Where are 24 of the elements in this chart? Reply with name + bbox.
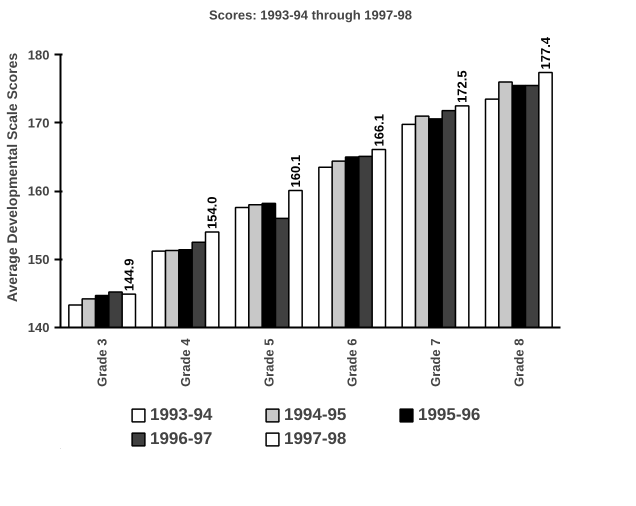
legend-label: 1997-98 xyxy=(284,429,348,449)
x-tick-label: Grade 3 xyxy=(94,338,110,387)
x-tick-label: Grade 6 xyxy=(344,338,360,387)
data-label: 160.1 xyxy=(288,154,303,188)
legend-label: 1993-94 xyxy=(150,405,214,425)
data-label: 177.4 xyxy=(538,36,553,70)
legend-label: 1996-97 xyxy=(150,429,214,449)
data-label: 144.9 xyxy=(121,258,136,292)
y-tick-label: 140 xyxy=(28,320,50,335)
y-tick-label: 150 xyxy=(28,252,50,267)
data-label: 172.5 xyxy=(454,70,470,103)
y-tick-label: 160 xyxy=(28,184,50,199)
y-axis-title: Average Developmental Scale Scores xyxy=(4,52,20,302)
x-tick-label: Grade 7 xyxy=(428,338,443,387)
y-tick-label: 180 xyxy=(28,47,50,62)
y-tick-label: 170 xyxy=(28,115,50,130)
data-label: 154.0 xyxy=(204,196,220,230)
x-tick-label: Grade 4 xyxy=(178,338,193,387)
chart-title: Scores: 1993-94 through 1997-98 xyxy=(208,8,412,22)
x-tick-label: Grade 8 xyxy=(511,338,526,387)
data-label: 166.1 xyxy=(371,114,386,147)
x-tick-label: Grade 5 xyxy=(261,338,276,387)
legend-label: 1994-95 xyxy=(284,405,348,425)
legend-label: 1995-96 xyxy=(418,405,482,425)
